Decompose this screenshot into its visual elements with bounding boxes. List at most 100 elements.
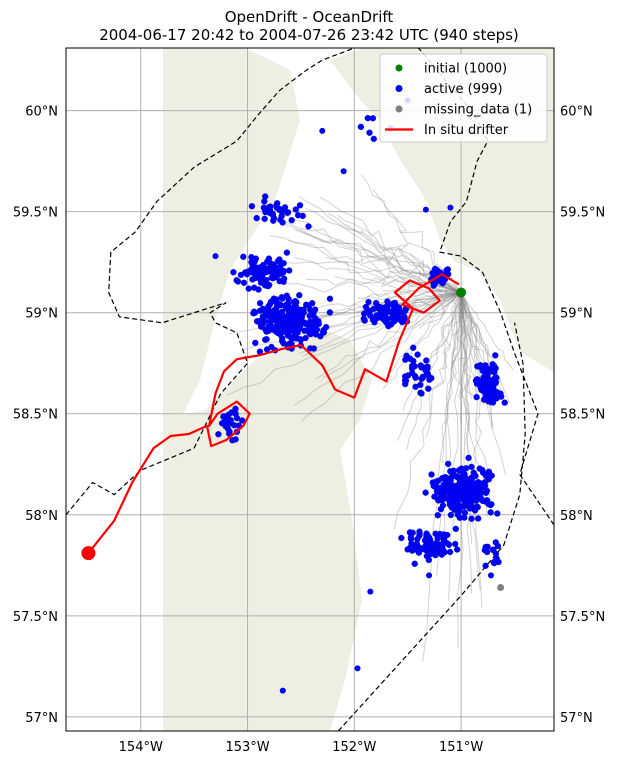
trajectory-line (241, 292, 462, 351)
active-particle (248, 203, 256, 210)
active-particle (276, 277, 283, 285)
active-particle (227, 417, 235, 424)
trajectory-line (418, 292, 462, 329)
active-particle (436, 486, 443, 494)
active-particle (492, 352, 499, 359)
land-alaska-peninsula (163, 48, 300, 460)
active-particle (240, 279, 248, 286)
active-particle (473, 497, 480, 504)
trajectory-line (322, 292, 462, 379)
legend-label: In situ drifter (424, 123, 509, 138)
active-particle (471, 506, 479, 514)
plot-frame (65, 47, 555, 732)
active-particle (431, 493, 438, 500)
active-particle (370, 135, 377, 143)
x-tick-label: 152°W (332, 740, 376, 755)
y-tick-label-left: 57°N (25, 711, 58, 726)
active-particle (309, 327, 316, 334)
active-particle (428, 471, 435, 478)
active-particle (438, 495, 445, 503)
active-particle (425, 556, 432, 564)
trajectory-line (402, 292, 462, 411)
trajectory-line (406, 292, 462, 451)
active-particle (261, 215, 268, 223)
active-particle (487, 509, 494, 516)
chart-title-line2: 2004-06-17 20:42 to 2004-07-26 23:42 UTC… (99, 26, 519, 44)
chart-title-line1: OpenDrift - OceanDrift (225, 8, 394, 26)
active-particle (384, 298, 391, 305)
active-particle (372, 299, 380, 307)
active-particle (273, 299, 280, 306)
active-particle (402, 377, 410, 384)
active-particle (252, 339, 259, 347)
trajectory-line (333, 275, 462, 293)
active-particle (282, 314, 289, 321)
active-particle (437, 505, 445, 513)
active-particle (225, 411, 232, 418)
active-particle (501, 399, 508, 406)
y-tick-label-right: 57°N (560, 711, 593, 726)
active-particle (253, 214, 260, 222)
active-particle (311, 306, 319, 313)
active-particle (491, 374, 499, 382)
active-particle (354, 665, 361, 672)
active-particle (482, 562, 489, 569)
active-particle (298, 309, 305, 316)
active-particle (468, 515, 475, 522)
active-particle (452, 525, 459, 533)
active-particle (280, 260, 287, 267)
active-particle (289, 334, 296, 342)
active-particle (369, 316, 377, 323)
trajectory-line (389, 292, 462, 373)
active-particle (468, 463, 475, 471)
active-particle (278, 308, 286, 316)
active-particle (234, 278, 242, 285)
active-particle (406, 529, 414, 536)
active-particle (447, 511, 455, 519)
active-particle (494, 542, 502, 550)
active-particle (394, 309, 401, 316)
active-particle (487, 572, 494, 579)
legend-label: initial (1000) (424, 62, 507, 77)
drifter-end-marker (81, 546, 96, 561)
active-particle (288, 217, 295, 224)
active-particle (256, 307, 264, 314)
trajectory-line (451, 292, 462, 368)
active-particle (281, 328, 288, 335)
trajectory-line (293, 292, 462, 406)
active-particle (488, 367, 495, 375)
active-particle (428, 540, 436, 547)
active-particle (423, 530, 430, 537)
active-particle (283, 301, 290, 308)
trajectory-line (425, 283, 462, 297)
active-particle (229, 437, 236, 444)
active-particle (367, 588, 374, 595)
active-particle (488, 501, 495, 508)
y-tick-label-right: 59.5°N (560, 206, 605, 221)
active-particle (454, 511, 461, 518)
active-particle (270, 261, 277, 268)
active-particle (444, 531, 451, 539)
active-particle (418, 364, 425, 371)
active-particle (284, 209, 291, 216)
active-particle (272, 274, 279, 281)
active-particle (430, 482, 437, 489)
active-particle (431, 280, 439, 287)
active-particle (417, 381, 424, 389)
active-particle (486, 376, 493, 384)
trajectory-line (460, 292, 478, 343)
active-particle (294, 212, 302, 219)
active-particle (473, 380, 481, 387)
active-particle (412, 546, 419, 553)
land-kodiak-island (163, 330, 372, 731)
active-particle (264, 305, 272, 313)
active-particle (493, 388, 501, 396)
active-particle (422, 206, 429, 213)
active-particle (401, 308, 408, 315)
active-particle (470, 469, 477, 476)
legend-label: missing_data (1) (424, 103, 532, 118)
active-particle (443, 267, 450, 274)
active-particle (454, 546, 461, 553)
active-particle (494, 510, 501, 517)
active-particle (490, 362, 498, 370)
